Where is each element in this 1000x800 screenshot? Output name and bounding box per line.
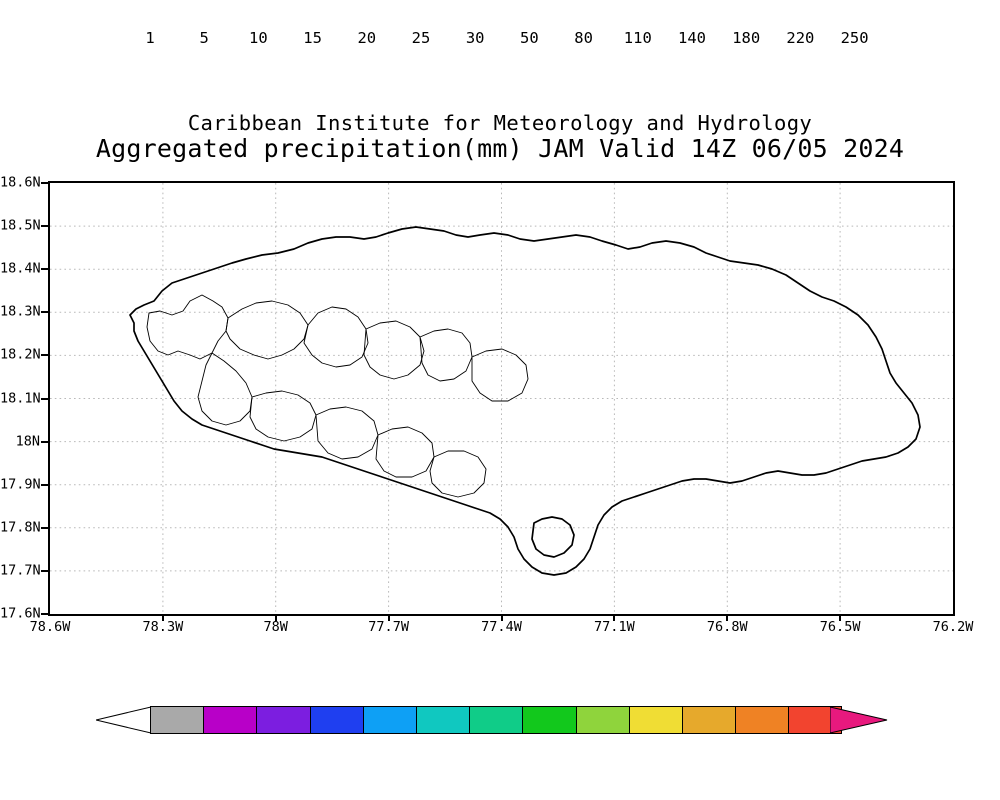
colorbar-tick-labels: 1 5 10 15 20 25 30 50 80 110 140 180 220 250 (0, 30, 1000, 50)
y-axis-label: 17.8N (0, 519, 41, 536)
colorbar-segments (150, 706, 855, 734)
colorbar-tick-label: 20 (357, 29, 377, 47)
colorbar-tick-label: 80 (574, 29, 593, 47)
y-axis-tick (41, 526, 48, 529)
precipitation-colorbar (96, 706, 888, 734)
y-axis-label: 18.4N (0, 260, 41, 277)
colorbar-tick-label: 30 (465, 29, 485, 47)
y-axis-label: 18N (15, 433, 40, 450)
colorbar-under-arrow (96, 706, 152, 734)
colorbar-tick-label: 1 (145, 29, 155, 47)
y-axis-label: 18.6N (0, 174, 41, 191)
colorbar-segment (362, 706, 417, 734)
y-axis-tick (41, 225, 48, 228)
colorbar-segment (256, 706, 311, 734)
chart-title-block: Caribbean Institute for Meteorology and … (0, 112, 1000, 163)
colorbar-tick-label: 10 (249, 29, 268, 47)
jamaica-map (129, 226, 921, 576)
x-axis-label: 78W (263, 619, 288, 635)
colorbar-over-arrow (830, 706, 888, 734)
y-axis-tick (41, 483, 48, 486)
y-axis-tick (41, 440, 48, 443)
colorbar-tick-label: 110 (623, 29, 652, 47)
x-axis-label: 77.7W (368, 619, 409, 635)
y-axis-label: 17.7N (0, 562, 41, 579)
institute-title: Caribbean Institute for Meteorology and … (187, 111, 813, 135)
y-axis-label: 17.9N (0, 476, 41, 493)
coastline (129, 226, 921, 576)
y-axis-tick (41, 354, 48, 357)
colorbar-segment (309, 706, 364, 734)
colorbar-tick-label: 15 (303, 29, 322, 47)
colorbar-tick-label: 180 (732, 29, 761, 47)
parish-boundaries (146, 294, 529, 498)
colorbar-segment (469, 706, 524, 734)
y-axis-label: 18.1N (0, 390, 41, 406)
colorbar-tick-label: 50 (520, 29, 539, 47)
x-axis-label: 76.2W (932, 619, 974, 635)
y-axis-tick (41, 569, 48, 572)
colorbar-tick-label: 250 (840, 29, 869, 47)
colorbar-tick-label: 140 (678, 29, 706, 47)
y-axis-tick (41, 182, 48, 184)
gridlines (50, 183, 953, 614)
colorbar-segment (681, 706, 737, 734)
colorbar-segment (150, 706, 205, 734)
x-axis-label: 78.3W (142, 619, 184, 635)
x-axis-label: 78.6W (29, 619, 71, 635)
x-axis-label: 77.4W (481, 619, 522, 635)
colorbar-segment (628, 706, 683, 734)
y-axis-tick (41, 311, 48, 314)
page-title: Aggregated precipitation(mm) JAM Valid 1… (95, 134, 905, 163)
colorbar-tick-label: 25 (411, 29, 431, 47)
colorbar-segment (735, 706, 790, 734)
colorbar-tick-label: 5 (199, 29, 209, 47)
map-plot-frame (48, 181, 955, 616)
colorbar-segment (522, 706, 577, 734)
x-axis-label: 76.5W (819, 619, 861, 635)
colorbar-segment (575, 706, 630, 734)
y-axis-label: 18.3N (0, 303, 41, 320)
colorbar-segment (415, 706, 471, 734)
y-axis-label: 18.2N (0, 346, 41, 363)
y-axis-label: 17.6N (0, 605, 41, 622)
colorbar-tick-label: 220 (786, 29, 815, 47)
x-axis-label: 76.8W (706, 619, 748, 635)
x-axis-label: 77.1W (594, 619, 635, 635)
colorbar-segment (203, 706, 258, 734)
y-axis-tick (41, 613, 48, 615)
y-axis-label: 18.5N (0, 217, 41, 234)
y-axis-tick (41, 268, 48, 271)
y-axis-tick (41, 397, 48, 400)
map-plot-area (50, 183, 953, 614)
